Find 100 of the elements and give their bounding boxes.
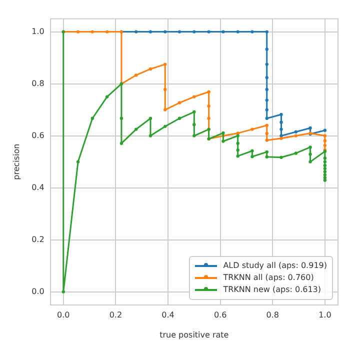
point xyxy=(265,108,268,112)
point xyxy=(164,124,167,128)
point xyxy=(265,30,268,34)
point xyxy=(236,30,240,34)
point xyxy=(280,112,283,116)
x-tick-label: 1.0 xyxy=(318,310,332,320)
point xyxy=(164,88,167,92)
point xyxy=(265,76,268,80)
point xyxy=(207,90,210,94)
point xyxy=(265,155,268,158)
point xyxy=(164,30,167,34)
point xyxy=(236,134,240,138)
point xyxy=(207,30,210,34)
point xyxy=(90,30,94,34)
point xyxy=(236,142,240,145)
point xyxy=(178,101,182,104)
point xyxy=(236,132,240,135)
point xyxy=(207,116,210,120)
point xyxy=(323,139,327,142)
point xyxy=(76,160,80,164)
point xyxy=(323,160,327,164)
point xyxy=(250,30,254,34)
legend-label: ALD study all (aps: 0.919) xyxy=(223,260,327,272)
point xyxy=(294,134,298,138)
point xyxy=(192,95,196,98)
point xyxy=(222,131,225,135)
point xyxy=(134,74,138,77)
point xyxy=(120,142,124,145)
point xyxy=(308,126,312,130)
point xyxy=(265,98,268,102)
point xyxy=(222,30,225,34)
y-axis-title: precision xyxy=(12,144,21,180)
point xyxy=(323,128,327,132)
point xyxy=(236,154,240,158)
point xyxy=(323,176,327,180)
point xyxy=(323,173,327,176)
point xyxy=(308,152,312,156)
y-tick-label: 0.2 xyxy=(32,234,44,244)
point xyxy=(105,95,109,98)
point xyxy=(178,116,182,120)
point xyxy=(323,170,327,174)
point xyxy=(250,149,254,152)
y-tick-label: 0.4 xyxy=(32,182,44,192)
point xyxy=(250,155,254,158)
point xyxy=(323,134,327,138)
point xyxy=(236,148,240,152)
point xyxy=(323,144,327,148)
point xyxy=(265,116,268,120)
point xyxy=(280,136,283,140)
point xyxy=(308,160,312,164)
point xyxy=(178,30,182,34)
point xyxy=(280,156,283,159)
point xyxy=(280,134,283,138)
point xyxy=(280,128,283,131)
point xyxy=(62,290,65,294)
point xyxy=(265,138,268,142)
point xyxy=(164,108,167,112)
point xyxy=(323,156,327,160)
point xyxy=(134,128,138,131)
point xyxy=(120,116,124,120)
point xyxy=(148,67,152,71)
x-axis-title: true positive rate xyxy=(160,330,229,340)
point xyxy=(265,124,268,127)
point xyxy=(192,110,196,114)
point xyxy=(105,30,109,34)
point xyxy=(265,132,268,136)
x-tick-label: 0.6 xyxy=(214,310,227,320)
point xyxy=(222,140,225,143)
y-tick-label: 0.0 xyxy=(32,286,44,296)
point xyxy=(323,178,327,182)
point xyxy=(265,88,268,92)
point xyxy=(294,130,298,134)
y-tick-label: 0.8 xyxy=(32,78,44,88)
x-tick-label: 0.8 xyxy=(266,310,279,320)
x-tick-label: 0.0 xyxy=(57,310,70,320)
legend-label: TRKNN all (aps: 0.760) xyxy=(223,272,314,284)
point xyxy=(148,134,152,138)
x-tick-label: 0.4 xyxy=(162,310,174,320)
point xyxy=(265,48,268,51)
point xyxy=(265,62,268,66)
point xyxy=(294,152,298,155)
point xyxy=(134,30,138,34)
point xyxy=(192,134,196,138)
point xyxy=(323,166,327,170)
point xyxy=(308,146,312,149)
point xyxy=(323,164,327,168)
point xyxy=(265,150,268,154)
point xyxy=(207,104,210,108)
x-tick-label: 0.2 xyxy=(109,310,122,320)
point xyxy=(164,62,167,66)
point xyxy=(148,116,152,120)
point xyxy=(90,116,94,120)
point xyxy=(192,30,196,34)
legend-label: TRKNN new (aps: 0.613) xyxy=(223,284,322,296)
point xyxy=(148,30,152,34)
point xyxy=(250,128,254,131)
point xyxy=(192,123,196,126)
point xyxy=(280,120,283,124)
point xyxy=(76,30,80,34)
y-tick-label: 0.6 xyxy=(32,130,44,140)
